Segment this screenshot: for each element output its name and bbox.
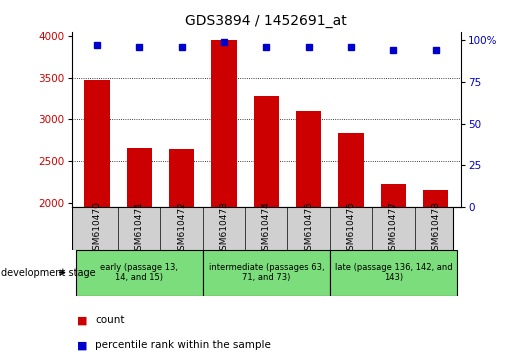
Text: early (passage 13,
14, and 15): early (passage 13, 14, and 15): [100, 263, 178, 282]
Bar: [254, 96, 279, 207]
Text: GSM610473: GSM610473: [219, 201, 228, 256]
Text: intermediate (passages 63,
71, and 73): intermediate (passages 63, 71, and 73): [208, 263, 324, 282]
Text: GSM610474: GSM610474: [262, 201, 271, 256]
Text: ■: ■: [77, 340, 87, 350]
Bar: [211, 40, 237, 207]
Text: GSM610478: GSM610478: [431, 201, 440, 256]
Bar: [338, 133, 364, 207]
Text: ■: ■: [77, 315, 87, 325]
Text: development stage: development stage: [1, 268, 96, 278]
Text: GSM610475: GSM610475: [304, 201, 313, 256]
Text: late (passage 136, 142, and
143): late (passage 136, 142, and 143): [334, 263, 452, 282]
Text: GSM610476: GSM610476: [347, 201, 356, 256]
Bar: [381, 184, 406, 207]
Text: GSM610477: GSM610477: [389, 201, 398, 256]
Bar: [84, 80, 110, 207]
Text: GSM610470: GSM610470: [92, 201, 101, 256]
Title: GDS3894 / 1452691_at: GDS3894 / 1452691_at: [186, 14, 347, 28]
Text: GSM610472: GSM610472: [177, 201, 186, 256]
Text: GSM610471: GSM610471: [135, 201, 144, 256]
Bar: [423, 190, 448, 207]
Bar: [76, 250, 203, 296]
Bar: [169, 149, 195, 207]
Bar: [296, 111, 321, 207]
Bar: [203, 250, 330, 296]
Text: percentile rank within the sample: percentile rank within the sample: [95, 340, 271, 350]
Bar: [330, 250, 457, 296]
Bar: [127, 148, 152, 207]
Text: count: count: [95, 315, 125, 325]
